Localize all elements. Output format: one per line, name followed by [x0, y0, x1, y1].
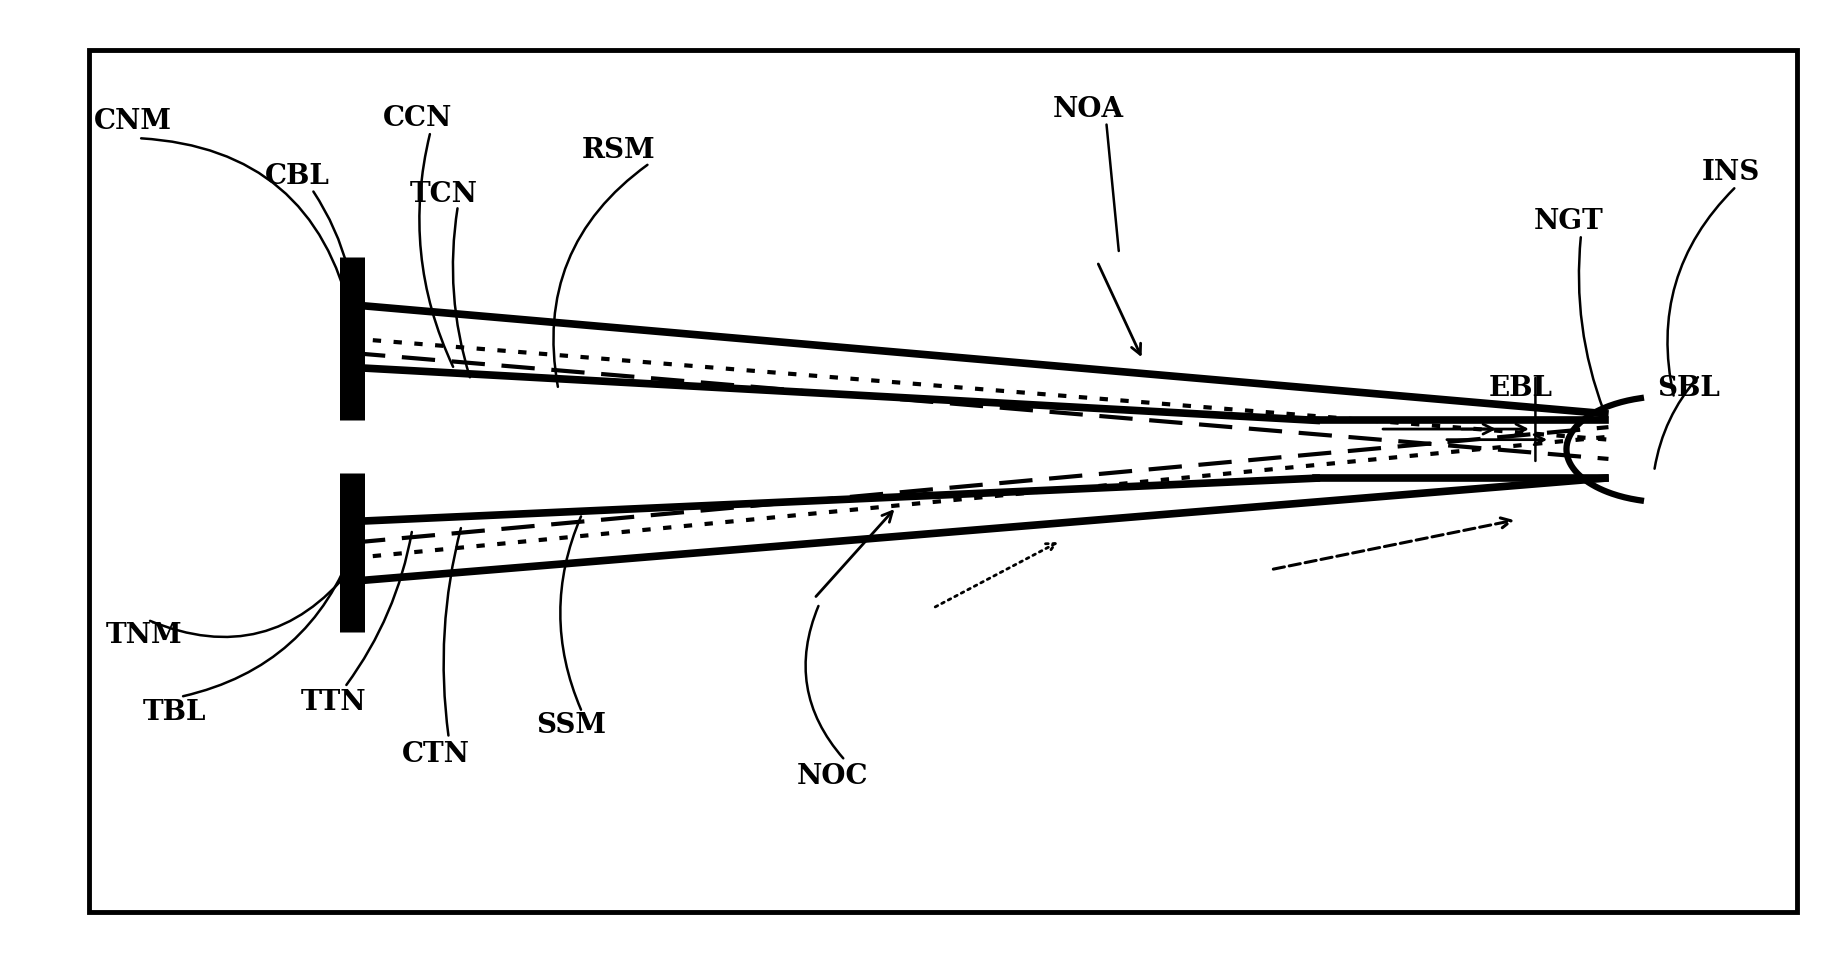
- Text: INS: INS: [1701, 159, 1759, 186]
- Text: NOC: NOC: [797, 763, 869, 790]
- Text: CNM: CNM: [93, 108, 172, 135]
- Text: SBL: SBL: [1657, 375, 1721, 402]
- Text: EBL: EBL: [1489, 375, 1553, 402]
- Text: CTN: CTN: [402, 741, 470, 768]
- Text: TBL: TBL: [143, 698, 207, 725]
- Text: CBL: CBL: [265, 163, 329, 190]
- Text: NOA: NOA: [1052, 96, 1123, 123]
- Text: CCN: CCN: [382, 105, 452, 132]
- Text: SSM: SSM: [536, 712, 605, 739]
- Text: TCN: TCN: [410, 181, 477, 208]
- Bar: [90, 49, 1796, 912]
- Text: RSM: RSM: [582, 137, 655, 164]
- Text: NGT: NGT: [1533, 208, 1604, 235]
- Text: TNM: TNM: [106, 622, 183, 649]
- Text: TTN: TTN: [302, 689, 366, 716]
